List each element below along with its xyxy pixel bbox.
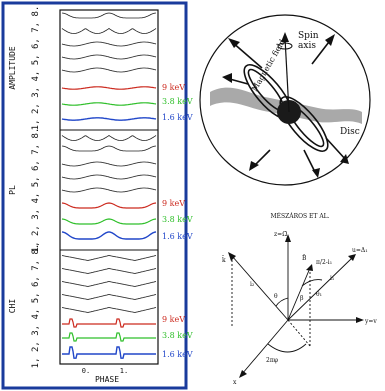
pulse-curve: [61, 161, 157, 167]
pulse-curve: [61, 231, 157, 240]
energy-label-1.6kev: 1.6 keV: [162, 232, 193, 241]
phase-tick-1: 1.: [120, 367, 128, 375]
energy-label-3.8kev: 3.8 keV: [162, 97, 193, 106]
beta-label: β: [300, 295, 304, 302]
x-axis: [241, 319, 289, 375]
energy-label-9kev: 9 keV: [162, 199, 185, 208]
z-axis-label: z=Ω̄: [274, 231, 287, 238]
pulse-curve: [61, 187, 157, 193]
i1-label: i₁: [330, 275, 334, 282]
section-title-amplitude: AMPLITUDE: [8, 46, 17, 90]
arrow-icon: [312, 168, 320, 178]
i1-arc: [301, 279, 323, 287]
pulse-curve: [61, 281, 157, 287]
y-axis-label: y=v: [364, 318, 377, 325]
pulse-curve: [61, 117, 157, 121]
section-index-pl: 1, 2, 3, 4, 5, 6, 7, 8.: [31, 128, 41, 253]
pulse-curve: [61, 135, 157, 141]
phase-tick-0: 0.: [82, 367, 90, 375]
energy-label-9kev: 9 keV: [162, 315, 185, 324]
arrow-icon: [348, 254, 356, 261]
pulsar-schematic: Spin axis Magnetic field Disc: [199, 14, 371, 186]
projection-line: [287, 319, 311, 347]
arrow-icon: [356, 317, 364, 323]
energy-label-3.8kev: 3.8 keV: [162, 331, 193, 340]
beam-arrowheads: [222, 34, 349, 178]
energy-label-3.8kev: 3.8 keV: [162, 215, 193, 224]
x-axis-label: x: [233, 379, 237, 386]
energy-label-1.6kev: 1.6 keV: [162, 350, 193, 359]
pulse-curve: [62, 318, 156, 328]
spin-rotation-icon: [277, 42, 293, 50]
pulse-curve: [61, 28, 157, 34]
pulse-curve: [61, 86, 157, 90]
pulse-curve: [61, 307, 157, 313]
pulse-curve: [61, 102, 157, 106]
pulse-curve: [62, 332, 156, 342]
pulse-curve: [61, 268, 157, 274]
spin-axis-line: [284, 37, 290, 113]
pulse-curve: [61, 255, 157, 261]
arrow-icon: [306, 264, 313, 271]
disc-label: Disc: [340, 127, 360, 137]
section-title-chi: CHI: [8, 299, 17, 314]
pulse-profile-panel: AMPLITUDE 1, 2, 3, 4, 5, 6, 7, 8. PL 1, …: [1, 1, 193, 390]
geometry-diagram: MÉSZÁROS ET AL. z=Ω̄ y=v x: [221, 212, 377, 386]
k-vector-label: k̄: [221, 257, 226, 264]
arrow-icon: [228, 252, 236, 261]
u-axis: [287, 257, 353, 321]
spin-axis-arrow-icon: [281, 32, 289, 42]
spin-axis-label: Spin axis: [298, 31, 321, 51]
theta-arc: [275, 297, 289, 307]
pulse-curve: [61, 67, 157, 73]
pulse-curve: [61, 202, 157, 209]
section-title-pl: PL: [8, 185, 17, 195]
theta1-label: θ₁: [316, 291, 322, 298]
arrow-icon: [325, 34, 335, 46]
phi-arc: [267, 343, 307, 353]
pulse-curve: [61, 41, 157, 47]
pulse-curve: [61, 218, 157, 225]
pulse-curve: [61, 12, 157, 19]
arrow-icon: [340, 154, 349, 164]
pulse-curve: [61, 294, 157, 300]
arrow-icon: [228, 38, 240, 48]
theta-label: θ: [274, 293, 278, 300]
plot-box: [59, 9, 159, 365]
pulse-curve: [61, 145, 157, 152]
energy-label-9kev: 9 keV: [162, 83, 185, 92]
phi-label: 2πφ: [266, 357, 278, 364]
caption: MÉSZÁROS ET AL.: [270, 212, 329, 220]
arrow-icon: [249, 161, 259, 171]
b-vector: [287, 267, 311, 321]
pulse-curve: [61, 174, 157, 180]
pulse-curve: [62, 346, 156, 359]
energy-label-1.6kev: 1.6 keV: [162, 113, 193, 122]
pi-minus-i1-label: π/2-i₁: [316, 259, 332, 266]
arrow-icon: [239, 370, 247, 378]
section-index-chi: 1, 2, 3, 4, 5, 6, 7, 8.: [31, 244, 41, 369]
k-vector: [231, 255, 289, 321]
arrow-icon: [285, 234, 291, 242]
b-vector-label: B̄: [302, 255, 307, 262]
phase-axis-label: PHASE: [95, 375, 119, 384]
i2-label: i₂: [250, 281, 255, 288]
section-index-amplitude: 1, 2, 3, 4, 5, 6, 7, 8.: [31, 6, 41, 131]
arrow-icon: [222, 73, 232, 83]
pulse-curve: [61, 54, 157, 60]
u-axis-label: u=Δ₁: [352, 247, 368, 254]
pulse-curves: [61, 12, 157, 359]
